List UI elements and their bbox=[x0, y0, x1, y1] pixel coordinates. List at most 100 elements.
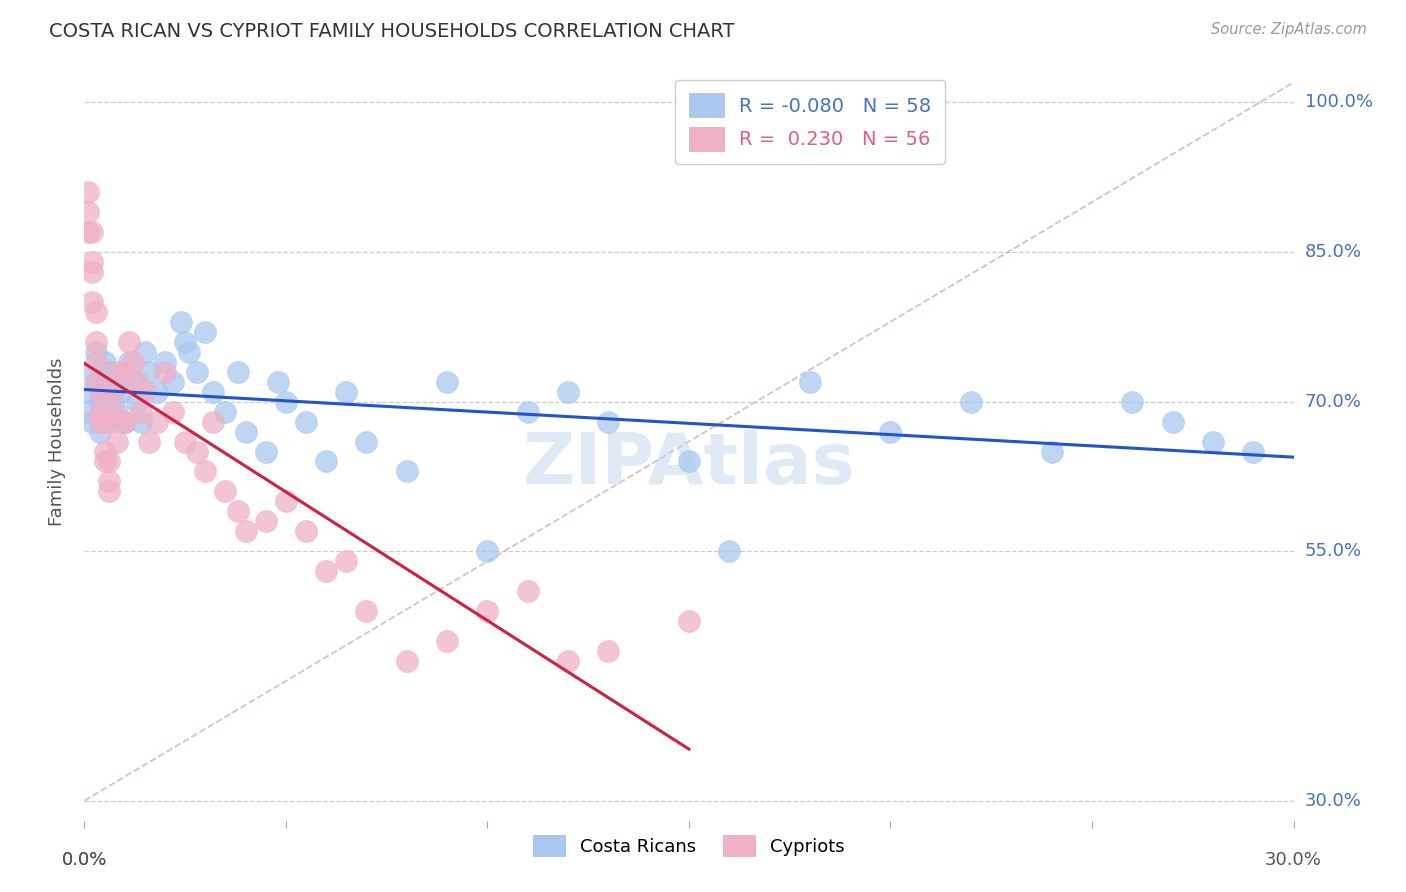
Point bbox=[97, 365, 120, 379]
Point bbox=[86, 344, 108, 359]
Point bbox=[477, 604, 499, 618]
Point bbox=[82, 294, 104, 309]
Text: 0.0%: 0.0% bbox=[62, 851, 107, 869]
Text: 85.0%: 85.0% bbox=[1305, 243, 1361, 261]
Point bbox=[879, 425, 901, 439]
Point bbox=[202, 384, 225, 399]
Point bbox=[146, 415, 169, 429]
Point bbox=[125, 394, 148, 409]
Point bbox=[1202, 434, 1225, 449]
Point bbox=[114, 365, 136, 379]
Point bbox=[114, 415, 136, 429]
Point bbox=[235, 425, 257, 439]
Point bbox=[194, 325, 217, 339]
Point bbox=[960, 394, 983, 409]
Point bbox=[129, 415, 152, 429]
Text: 30.0%: 30.0% bbox=[1265, 851, 1322, 869]
Point bbox=[89, 404, 111, 418]
Point bbox=[77, 404, 100, 418]
Point bbox=[89, 394, 111, 409]
Point bbox=[267, 375, 290, 389]
Point bbox=[395, 465, 418, 479]
Point bbox=[93, 384, 115, 399]
Point bbox=[97, 484, 120, 499]
Point bbox=[516, 404, 538, 418]
Point bbox=[1161, 415, 1184, 429]
Point bbox=[93, 355, 115, 369]
Point bbox=[93, 454, 115, 468]
Point bbox=[105, 434, 128, 449]
Point bbox=[153, 365, 176, 379]
Point bbox=[97, 415, 120, 429]
Point bbox=[82, 265, 104, 279]
Point bbox=[110, 415, 132, 429]
Point bbox=[86, 375, 108, 389]
Point bbox=[118, 355, 141, 369]
Point bbox=[134, 384, 156, 399]
Point bbox=[214, 404, 236, 418]
Point bbox=[89, 425, 111, 439]
Point bbox=[82, 255, 104, 269]
Point bbox=[174, 334, 197, 349]
Point bbox=[86, 375, 108, 389]
Point bbox=[315, 454, 337, 468]
Point bbox=[678, 614, 700, 628]
Point bbox=[82, 365, 104, 379]
Point bbox=[125, 375, 148, 389]
Point bbox=[170, 315, 193, 329]
Point bbox=[101, 384, 124, 399]
Point bbox=[226, 365, 249, 379]
Point bbox=[436, 634, 458, 648]
Point bbox=[254, 514, 277, 528]
Point bbox=[105, 365, 128, 379]
Point bbox=[186, 444, 208, 458]
Point bbox=[718, 544, 741, 558]
Point bbox=[97, 475, 120, 489]
Point bbox=[86, 334, 108, 349]
Point bbox=[121, 375, 143, 389]
Point bbox=[356, 604, 378, 618]
Text: ZIPAtlas: ZIPAtlas bbox=[523, 430, 855, 499]
Point bbox=[118, 334, 141, 349]
Point bbox=[82, 225, 104, 239]
Point bbox=[254, 444, 277, 458]
Point bbox=[101, 375, 124, 389]
Point bbox=[557, 384, 579, 399]
Point bbox=[335, 384, 357, 399]
Point bbox=[335, 554, 357, 568]
Point bbox=[82, 415, 104, 429]
Point bbox=[274, 394, 297, 409]
Point bbox=[89, 384, 111, 399]
Point bbox=[799, 375, 821, 389]
Point bbox=[315, 564, 337, 578]
Point bbox=[598, 644, 620, 658]
Point bbox=[356, 434, 378, 449]
Point bbox=[174, 434, 197, 449]
Text: 0.0%: 0.0% bbox=[62, 851, 107, 869]
Y-axis label: Family Households: Family Households bbox=[48, 358, 66, 525]
Point bbox=[77, 225, 100, 239]
Point bbox=[477, 544, 499, 558]
Point bbox=[162, 404, 184, 418]
Point bbox=[194, 465, 217, 479]
Point bbox=[138, 365, 160, 379]
Point bbox=[162, 375, 184, 389]
Point bbox=[138, 434, 160, 449]
Point bbox=[295, 415, 318, 429]
Text: 30.0%: 30.0% bbox=[1305, 792, 1361, 810]
Point bbox=[436, 375, 458, 389]
Point bbox=[86, 305, 108, 319]
Point bbox=[93, 444, 115, 458]
Point bbox=[186, 365, 208, 379]
Point bbox=[101, 404, 124, 418]
Text: 70.0%: 70.0% bbox=[1305, 392, 1361, 410]
Text: Source: ZipAtlas.com: Source: ZipAtlas.com bbox=[1211, 22, 1367, 37]
Point bbox=[114, 415, 136, 429]
Point bbox=[1241, 444, 1264, 458]
Point bbox=[129, 404, 152, 418]
Point bbox=[1040, 444, 1063, 458]
Point bbox=[214, 484, 236, 499]
Point bbox=[146, 384, 169, 399]
Point bbox=[77, 205, 100, 219]
Text: 100.0%: 100.0% bbox=[1305, 94, 1372, 112]
